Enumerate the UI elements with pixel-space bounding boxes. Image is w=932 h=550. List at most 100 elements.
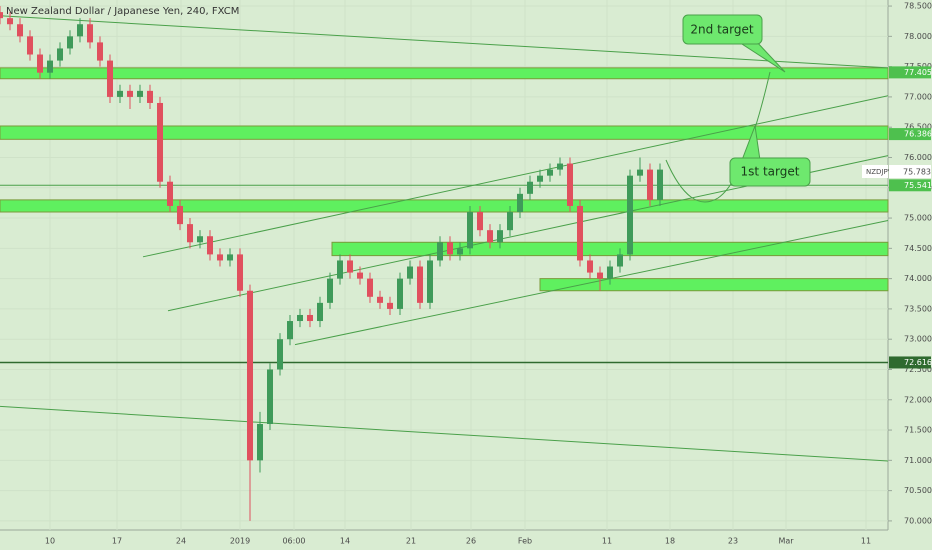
y-tick-label: 74.000 [904, 274, 932, 283]
candle-body [587, 260, 593, 273]
price-label-box [889, 356, 931, 369]
candle-body [0, 12, 3, 19]
candle-body [557, 163, 563, 170]
y-tick-label: 74.500 [904, 244, 932, 253]
price-label: 76.386 [904, 130, 932, 139]
symbol-tag [862, 165, 888, 178]
candle-body [567, 163, 573, 206]
candle-body [197, 236, 203, 243]
candle-body [277, 339, 283, 370]
candle-body [517, 193, 523, 212]
callout-box [682, 14, 763, 45]
candle-body [427, 260, 433, 303]
candle-body [7, 18, 13, 25]
candle-body [597, 272, 603, 279]
symbol-label: NZDJPY [866, 168, 893, 176]
x-tick-label: 17 [112, 537, 122, 546]
y-tick-label: 73.500 [904, 304, 932, 313]
candle-body [237, 254, 243, 291]
candle-body [457, 248, 463, 255]
candle-body [387, 302, 393, 309]
candle-body [77, 24, 83, 37]
candle-body [647, 169, 653, 200]
y-tick-label: 76.500 [904, 123, 932, 132]
candle-body [57, 48, 63, 61]
candle-body [167, 181, 173, 206]
y-tick-label: 78.500 [904, 2, 932, 11]
x-tick-label: 18 [665, 537, 675, 546]
x-tick-label: 10 [45, 537, 55, 546]
candle-body [467, 212, 473, 249]
candle-body [637, 169, 643, 176]
candle-body [417, 266, 423, 303]
chart-title: New Zealand Dollar / Japanese Yen, 240, … [6, 6, 239, 17]
candle-body [327, 278, 333, 303]
candle-body [497, 230, 503, 243]
candle-body [257, 424, 263, 461]
callout-box [729, 157, 811, 187]
candle-body [507, 212, 513, 231]
x-tick-label: Mar [778, 537, 794, 546]
trend-line [142, 95, 889, 258]
candle-body [657, 169, 663, 200]
last-price-tag [889, 165, 931, 178]
y-tick-label: 71.500 [904, 426, 932, 435]
x-tick-label: 21 [406, 537, 416, 546]
candle-body [207, 236, 213, 255]
y-tick-label: 76.000 [904, 153, 932, 162]
y-tick-label: 70.500 [904, 486, 932, 495]
price-label-box [889, 128, 931, 141]
x-tick-label: 11 [861, 537, 871, 546]
candle-body [177, 205, 183, 225]
candle-body [617, 254, 623, 267]
plot-background [0, 0, 888, 530]
y-tick-label: 71.000 [904, 456, 932, 465]
y-tick-label: 77.000 [904, 92, 932, 101]
callout-text: 2nd target [690, 23, 753, 37]
candle-body [487, 230, 493, 243]
x-tick-label: 14 [340, 537, 350, 546]
candle-body [37, 54, 43, 73]
trend-line [0, 405, 889, 462]
candle-body [157, 102, 163, 182]
candle-body [47, 60, 53, 73]
candle-body [317, 302, 323, 322]
candle-body [127, 90, 133, 97]
candle-body [247, 290, 253, 461]
candle-body [187, 224, 193, 243]
candle-body [547, 169, 553, 176]
projection-path [665, 71, 771, 203]
candle-body [267, 369, 273, 424]
candle-body [27, 36, 33, 55]
candle-body [537, 175, 543, 182]
x-tick-label: 2019 [230, 537, 250, 546]
candle-body [117, 90, 123, 97]
x-tick-label: Feb [518, 537, 532, 546]
price-label-box [889, 179, 931, 192]
candle-body [367, 278, 373, 297]
candle-body [577, 205, 583, 261]
candle-body [107, 60, 113, 97]
candle-body [347, 260, 353, 273]
candle-body [87, 24, 93, 43]
y-tick-label: 72.000 [904, 395, 932, 404]
axes: 70.000 70.500 71.000 71.500 72.000 72.500 73.0… [45, 2, 932, 546]
y-tick-label: 72.500 [904, 365, 932, 374]
candle-body [307, 314, 313, 322]
candle-body [407, 266, 413, 279]
trend-line [0, 15, 889, 69]
x-tick-label: 26 [466, 537, 476, 546]
candle-body [477, 212, 483, 231]
candle-body [97, 42, 103, 61]
candle-body [357, 272, 363, 279]
candle-body [287, 321, 293, 340]
y-tick-label: 70.000 [904, 516, 932, 525]
candle-body [447, 242, 453, 255]
last-price-label: 75.783 [903, 168, 931, 177]
candle-body [137, 90, 143, 97]
candle-body [397, 278, 403, 309]
candle-body [627, 175, 633, 255]
candle-body [297, 314, 303, 322]
